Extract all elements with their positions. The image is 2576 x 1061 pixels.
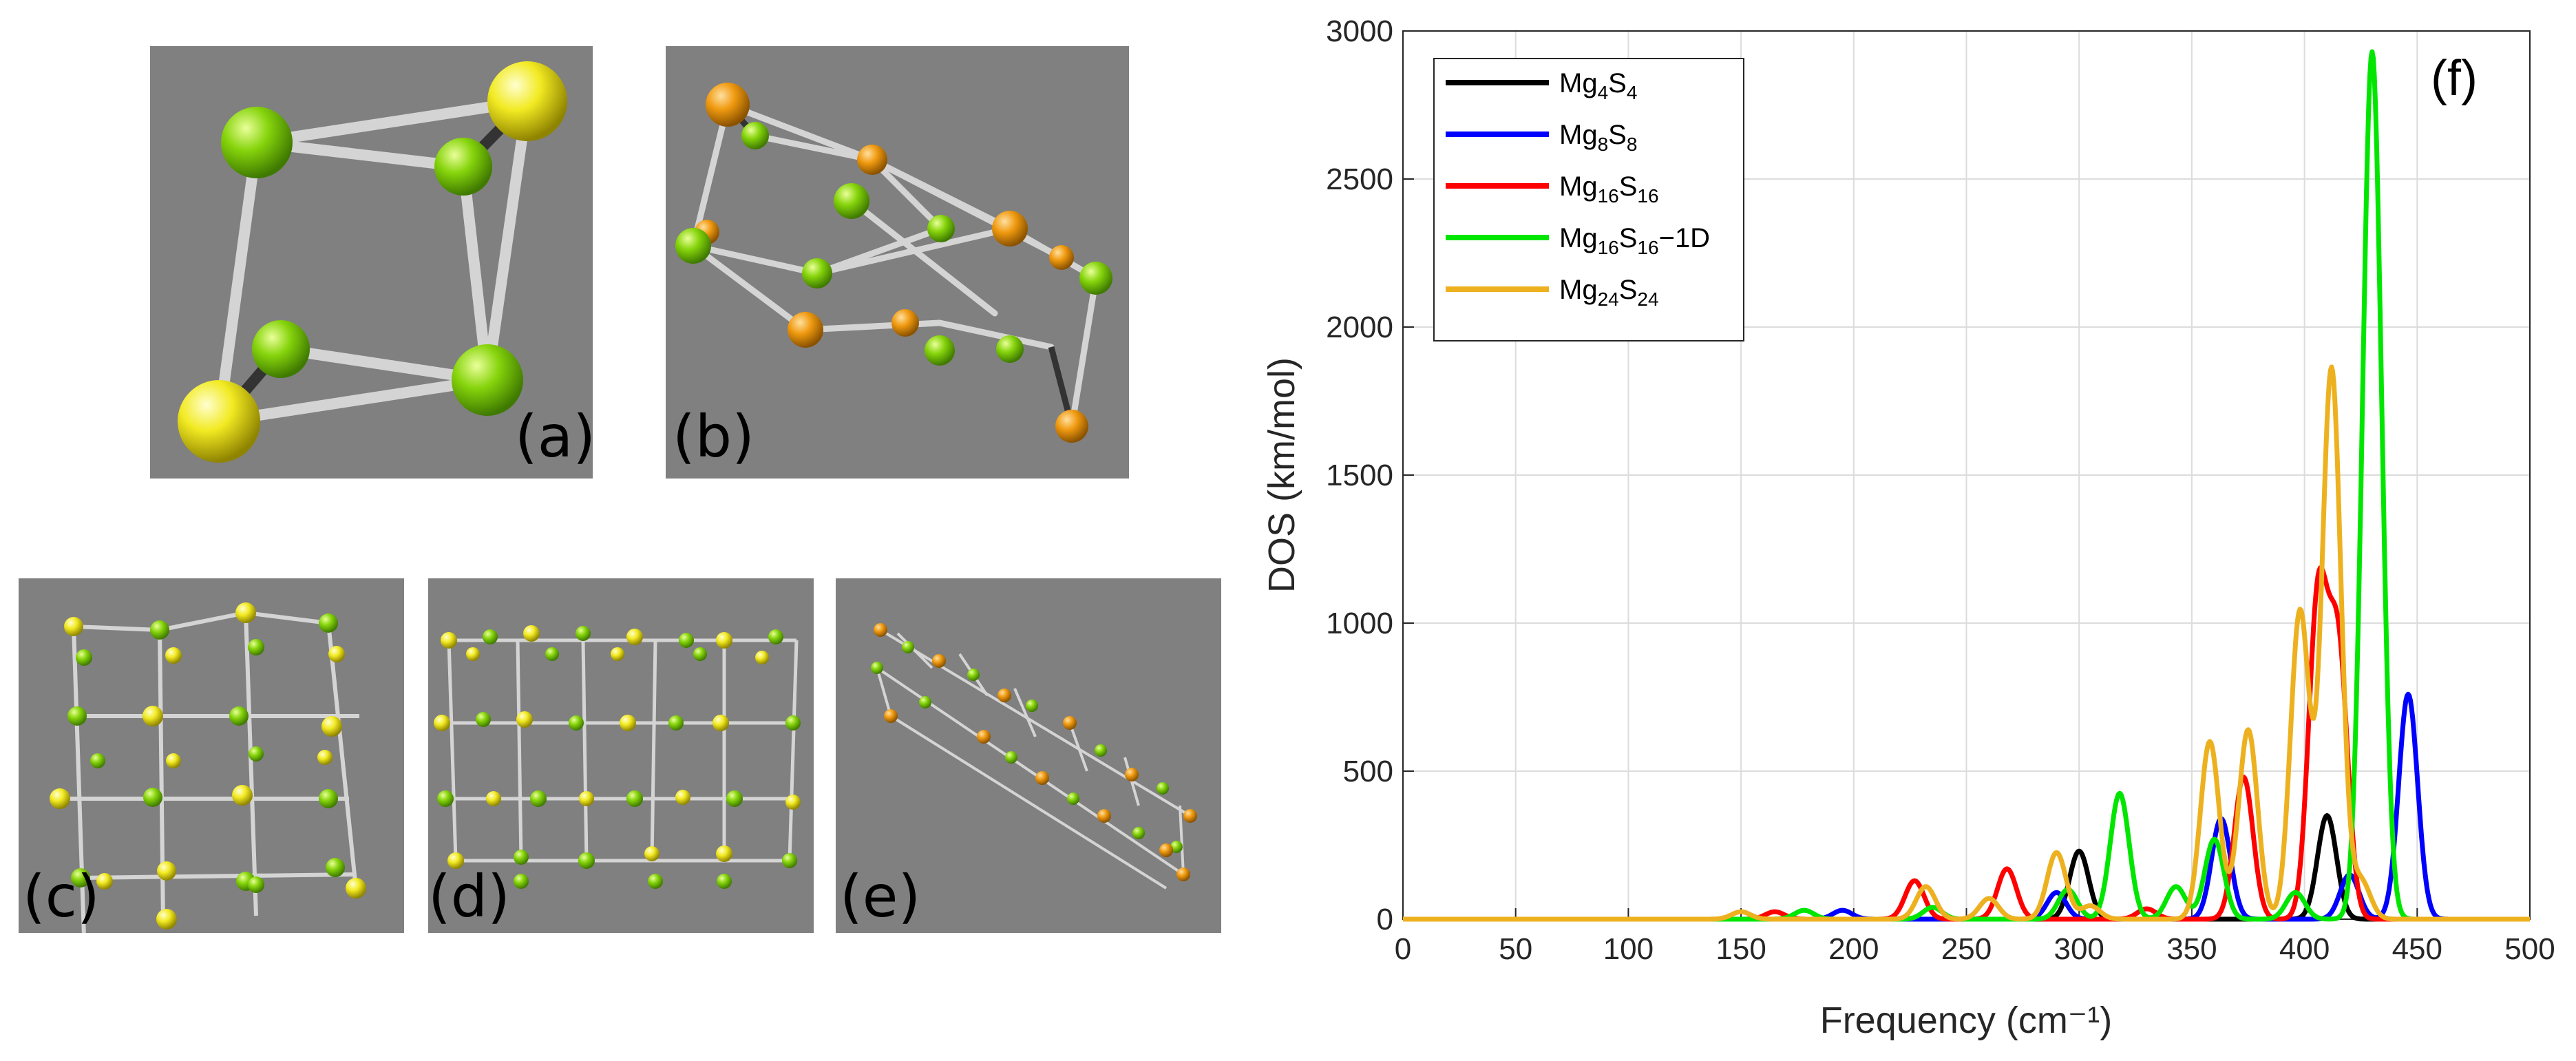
mg16s16-structure (50, 602, 366, 933)
structure-panel-b: (b) (666, 46, 1129, 479)
structure-panel-d: (d) (428, 578, 814, 933)
x-tick-label: 250 (1941, 932, 1992, 966)
y-tick-label: 500 (1343, 755, 1393, 788)
legend-entry: Mg8S8 (1559, 120, 1637, 155)
x-tick-label: 400 (2279, 932, 2330, 966)
y-tick-label: 1500 (1326, 459, 1393, 492)
legend-text-part: 4 (1627, 82, 1638, 103)
y-tick-label: 3000 (1326, 14, 1393, 48)
panel-label-d: (d) (428, 863, 510, 930)
y-axis-label: DOS (km/mol) (1261, 357, 1302, 593)
x-tick-label: 200 (1828, 932, 1879, 966)
s-atom (487, 61, 567, 141)
legend-entry: Mg24S24 (1559, 275, 1659, 310)
legend-text-part: 16 (1598, 185, 1619, 207)
x-tick-label: 300 (2054, 932, 2104, 966)
mg4s4-structure (178, 61, 567, 463)
mg-atom (252, 320, 310, 378)
legend-text-part: Mg (1559, 223, 1598, 253)
legend-text-part: S (1619, 275, 1638, 305)
panel-label-b: (b) (673, 403, 754, 470)
x-tick-label: 50 (1499, 932, 1532, 966)
mg16s16-1d-structure (871, 623, 1197, 890)
mg-atom (221, 107, 293, 178)
legend-text-part: S (1608, 120, 1627, 150)
legend-text-part: 8 (1598, 134, 1609, 155)
x-tick-label: 450 (2392, 932, 2442, 966)
structure-panel-e: (e) (836, 578, 1221, 933)
x-tick-label: 0 (1395, 932, 1411, 966)
legend-entry: Mg4S4 (1559, 68, 1637, 103)
legend-entry: Mg16S16 (1559, 171, 1659, 207)
y-tick-labels: 0 500 1000 1500 2000 2500 3000 (1326, 14, 1393, 936)
legend-entry: Mg16S16−1D (1559, 223, 1710, 258)
legend-text-part: 24 (1598, 288, 1619, 310)
s-atom (178, 380, 260, 463)
dos-chart: 0 50 100 150 200 250 300 350 400 450 500 0 500 1000 1… (1261, 14, 2555, 1041)
legend-text-part: S (1619, 223, 1638, 253)
y-tick-label: 1000 (1326, 607, 1393, 640)
legend-box (1433, 58, 1744, 342)
legend-text-part: Mg (1559, 120, 1598, 150)
y-tick-label: 2500 (1326, 162, 1393, 196)
panel-label-a: (a) (515, 403, 593, 470)
series-layer (1402, 49, 2531, 922)
x-axis-label: Frequency (cm⁻¹) (1820, 1000, 2113, 1041)
legend-text-part: 16 (1637, 185, 1658, 207)
legend-text-part: Mg (1559, 275, 1598, 305)
x-tick-label: 150 (1715, 932, 1766, 966)
y-tick-label: 2000 (1326, 311, 1393, 344)
y-tick-label: 0 (1377, 903, 1393, 936)
legend-text-part: −1D (1659, 223, 1711, 253)
legend-text-part: 4 (1598, 82, 1609, 103)
x-tick-label: 350 (2166, 932, 2217, 966)
legend-text-part: 16 (1637, 237, 1658, 258)
panel-label-e: (e) (840, 863, 921, 930)
series-line-mg24s24 (1402, 364, 2531, 922)
legend-text-part: S (1608, 68, 1627, 98)
mg-atom (452, 344, 523, 416)
legend-text-part: Mg (1559, 68, 1598, 98)
legend-text-part: Mg (1559, 171, 1598, 202)
legend-text-part: S (1619, 171, 1638, 202)
panel-label-c: (c) (23, 863, 100, 930)
structure-panel-c: (c) (19, 578, 404, 933)
legend-text-part: 8 (1627, 134, 1638, 155)
mg24s24-structure (434, 625, 801, 889)
structure-panel-a: (a) (150, 46, 593, 479)
x-tick-label: 100 (1603, 932, 1654, 966)
mg-atom (434, 138, 492, 196)
legend-text-part: 16 (1598, 237, 1619, 258)
legend-text-part: 24 (1637, 288, 1658, 310)
x-tick-label: 500 (2504, 932, 2555, 966)
x-tick-labels: 0 50 100 150 200 250 300 350 400 450 500 (1395, 932, 2555, 966)
panel-label-f: (f) (2431, 51, 2478, 106)
mg8s8-structure (675, 83, 1112, 443)
